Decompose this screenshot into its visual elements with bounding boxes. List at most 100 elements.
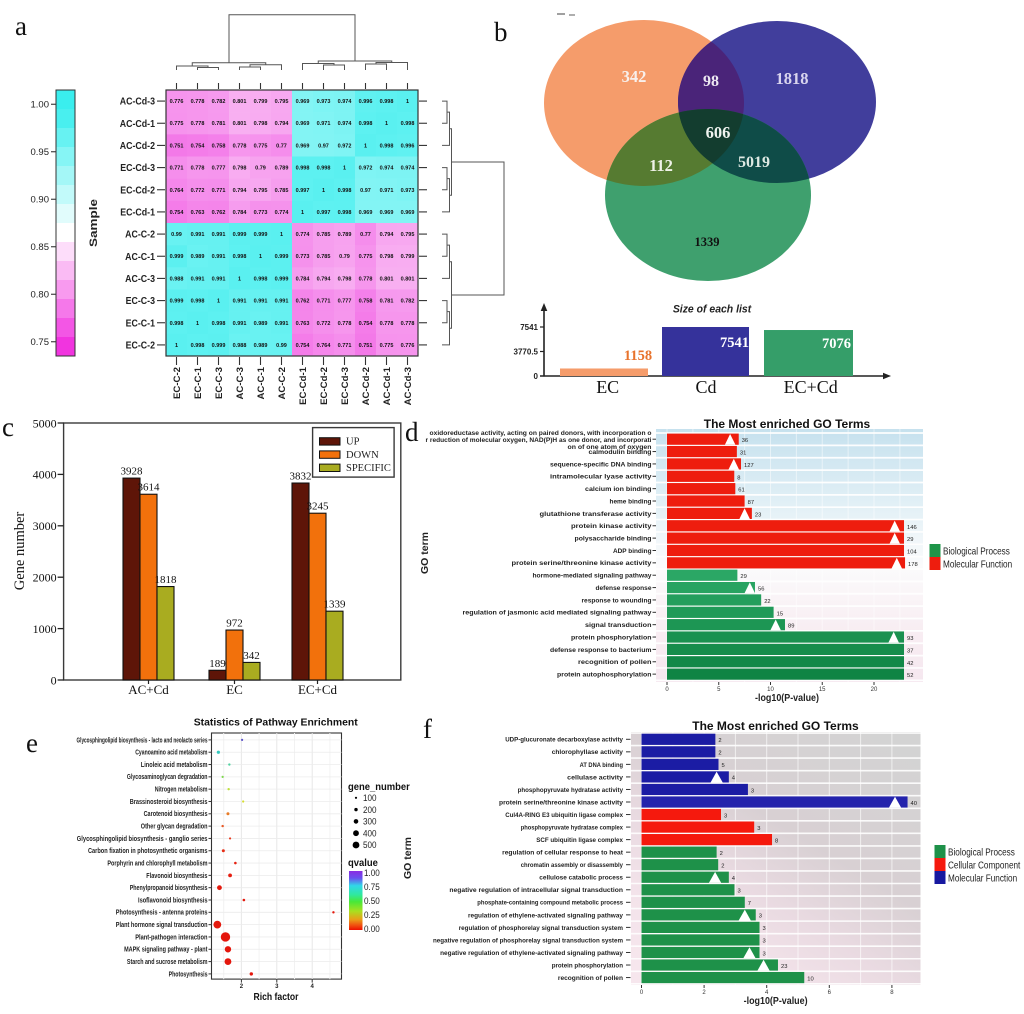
svg-text:0.25: 0.25 — [364, 910, 380, 921]
svg-text:recognition of pollen: recognition of pollen — [578, 659, 652, 666]
svg-text:0.771: 0.771 — [170, 166, 184, 172]
svg-text:AT DNA binding: AT DNA binding — [580, 762, 623, 769]
svg-text:3614: 3614 — [138, 482, 161, 494]
svg-text:0.764: 0.764 — [170, 188, 185, 194]
svg-text:defense response to bacterium: defense response to bacterium — [550, 647, 652, 654]
svg-text:1: 1 — [301, 210, 304, 216]
svg-text:1.00: 1.00 — [364, 867, 380, 878]
svg-text:0.999: 0.999 — [275, 276, 289, 282]
svg-text:0.763: 0.763 — [191, 210, 205, 216]
svg-text:intramolecular lyase activity: intramolecular lyase activity — [550, 474, 652, 481]
svg-text:EC: EC — [226, 682, 243, 697]
svg-text:Linoleic acid metabolism: Linoleic acid metabolism — [141, 762, 208, 769]
svg-text:0.774: 0.774 — [275, 210, 290, 216]
svg-text:0.784: 0.784 — [233, 210, 248, 216]
svg-text:0.794: 0.794 — [380, 232, 395, 238]
svg-text:0.996: 0.996 — [359, 99, 373, 105]
svg-text:0.79: 0.79 — [255, 166, 266, 172]
svg-text:Photosynthesis: Photosynthesis — [169, 971, 208, 978]
svg-text:0.991: 0.991 — [275, 299, 289, 305]
svg-text:r reduction of molecular oxyge: r reduction of molecular oxygen, NAD(P)H… — [426, 437, 652, 444]
svg-text:0.97: 0.97 — [318, 143, 329, 149]
svg-text:342: 342 — [243, 650, 260, 662]
svg-text:0.969: 0.969 — [296, 99, 310, 105]
svg-text:0.99: 0.99 — [171, 232, 182, 238]
svg-text:regulation of phosphorelay sig: regulation of phosphorelay signal transd… — [459, 925, 623, 932]
svg-text:1: 1 — [196, 321, 199, 327]
svg-text:0.999: 0.999 — [170, 254, 184, 260]
svg-text:Cyanoamino acid metabolism: Cyanoamino acid metabolism — [135, 750, 207, 757]
svg-text:0.77: 0.77 — [276, 143, 287, 149]
svg-text:0.99: 0.99 — [276, 343, 287, 349]
svg-text:0.776: 0.776 — [401, 343, 415, 349]
svg-text:0.762: 0.762 — [296, 299, 310, 305]
svg-text:0.90: 0.90 — [31, 195, 50, 206]
svg-text:2: 2 — [718, 751, 721, 757]
svg-text:0.998: 0.998 — [233, 254, 247, 260]
svg-text:7076: 7076 — [822, 336, 851, 352]
svg-text:0.972: 0.972 — [359, 166, 373, 172]
svg-text:0.798: 0.798 — [254, 121, 268, 127]
svg-text:SPECIFIC: SPECIFIC — [346, 463, 391, 474]
svg-text:protein autophosphorylation: protein autophosphorylation — [557, 672, 652, 679]
svg-text:0.771: 0.771 — [212, 188, 226, 194]
svg-text:0.998: 0.998 — [338, 188, 352, 194]
svg-text:0.782: 0.782 — [401, 299, 415, 305]
svg-text:DOWN: DOWN — [346, 450, 379, 461]
svg-text:4000: 4000 — [33, 468, 57, 482]
svg-text:on of one atom of oxygen: on of one atom of oxygen — [568, 444, 652, 451]
svg-text:0.998: 0.998 — [212, 321, 226, 327]
svg-text:89: 89 — [788, 624, 794, 630]
svg-text:29: 29 — [740, 574, 746, 580]
svg-text:0.991: 0.991 — [212, 232, 226, 238]
svg-text:0.00: 0.00 — [364, 924, 380, 935]
svg-text:0.801: 0.801 — [380, 276, 394, 282]
svg-text:2000: 2000 — [33, 571, 57, 585]
svg-text:127: 127 — [744, 463, 754, 469]
svg-text:calcium ion binding: calcium ion binding — [585, 486, 652, 493]
svg-text:recognition of pollen: recognition of pollen — [558, 975, 623, 982]
svg-text:0.991: 0.991 — [275, 321, 289, 327]
svg-text:0.998: 0.998 — [170, 321, 184, 327]
svg-text:36: 36 — [742, 438, 748, 444]
svg-text:1339: 1339 — [324, 599, 347, 611]
svg-text:AC-C-3: AC-C-3 — [125, 273, 155, 285]
svg-text:phosphate-containing compound: phosphate-containing compound metabolic … — [477, 900, 623, 907]
svg-text:104: 104 — [907, 550, 917, 556]
svg-text:0.799: 0.799 — [254, 99, 268, 105]
svg-text:protein phosphorylation: protein phosphorylation — [552, 962, 623, 969]
svg-text:1: 1 — [343, 166, 346, 172]
svg-text:negative regulation of ethylen: negative regulation of ethylene-activate… — [440, 950, 623, 957]
svg-text:0.778: 0.778 — [401, 321, 415, 327]
svg-text:EC-C-2: EC-C-2 — [172, 367, 182, 399]
svg-text:5019: 5019 — [738, 154, 770, 171]
svg-text:0.974: 0.974 — [338, 121, 353, 127]
svg-text:0.777: 0.777 — [212, 166, 226, 172]
svg-text:0.97: 0.97 — [360, 188, 371, 194]
svg-text:1158: 1158 — [624, 348, 652, 364]
svg-text:AC-Cd-1: AC-Cd-1 — [120, 118, 156, 130]
svg-text:4: 4 — [732, 876, 736, 882]
svg-text:chromatin assembly or disassem: chromatin assembly or disassembly — [521, 862, 623, 869]
svg-text:0.971: 0.971 — [317, 121, 331, 127]
svg-text:0.789: 0.789 — [275, 166, 289, 172]
svg-text:0.974: 0.974 — [401, 166, 416, 172]
svg-text:-log10(P-value): -log10(P-value) — [744, 995, 808, 1007]
svg-text:7541: 7541 — [520, 323, 538, 332]
svg-text:3: 3 — [763, 926, 766, 932]
svg-text:Sample: Sample — [87, 199, 100, 247]
svg-text:0.999: 0.999 — [170, 299, 184, 305]
svg-text:23: 23 — [781, 964, 787, 970]
svg-text:Photosynthesis - antenna prote: Photosynthesis - antenna proteins — [116, 910, 208, 917]
svg-text:0.785: 0.785 — [275, 188, 289, 194]
svg-text:EC: EC — [596, 377, 619, 397]
svg-text:0.782: 0.782 — [212, 99, 226, 105]
svg-text:3: 3 — [763, 951, 766, 957]
svg-text:0.775: 0.775 — [254, 143, 268, 149]
svg-text:d: d — [405, 417, 419, 447]
svg-text:b: b — [494, 17, 508, 47]
svg-text:GO term: GO term — [419, 532, 431, 574]
svg-text:Isoflavonoid biosynthesis: Isoflavonoid biosynthesis — [138, 897, 208, 904]
svg-text:AC-C-3: AC-C-3 — [235, 367, 245, 400]
svg-text:EC-Cd-3: EC-Cd-3 — [120, 163, 155, 175]
